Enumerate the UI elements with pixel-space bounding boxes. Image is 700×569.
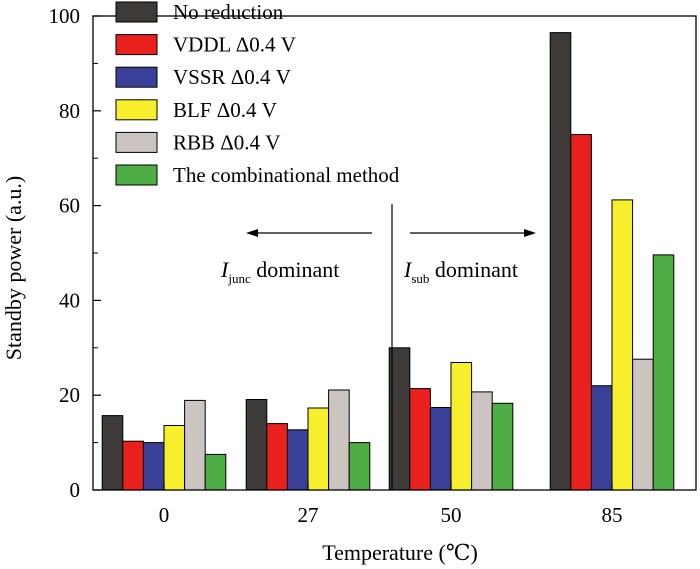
bar-0-series-5 <box>184 399 206 491</box>
axes-layer: 0 20 40 60 80 100 0 27 50 85 <box>49 4 697 527</box>
bar-0-series-3 <box>142 442 165 491</box>
bar-50-series-6 <box>491 402 514 491</box>
legend-swatch <box>115 66 158 88</box>
y-tick-label: 0 <box>70 478 81 502</box>
bar-0-series-2 <box>122 440 144 491</box>
annotation-left-symbol: I <box>220 257 230 282</box>
legend-swatch <box>115 164 158 186</box>
annotation-left-subscript: junc <box>227 271 251 286</box>
legend-label: VDDL Δ0.4 V <box>173 33 296 57</box>
bar-27-series-1 <box>245 399 268 491</box>
x-tick-label: 50 <box>441 503 462 527</box>
x-tick-label: 85 <box>602 503 623 527</box>
bar-85-series-4 <box>611 199 634 491</box>
bar-0-series-4 <box>163 425 186 491</box>
annotation-right-symbol: I <box>403 257 413 282</box>
bar-27-series-3 <box>286 429 309 491</box>
legend-label: No reduction <box>173 0 284 24</box>
bar-85-series-5 <box>632 358 654 491</box>
annotation-right-subscript: sub <box>411 271 429 286</box>
bar-0-series-6 <box>204 453 227 491</box>
bar-50-series-4 <box>450 362 473 491</box>
left-arrowhead <box>246 229 258 237</box>
legend: No reduction VDDL Δ0.4 V VSSR Δ0.4 V BLF Δ0… <box>115 0 400 187</box>
x-tick-label: 27 <box>298 503 319 527</box>
legend-swatch <box>115 99 158 121</box>
y-tick-label: 100 <box>49 4 81 28</box>
bar-85-series-3 <box>590 385 613 491</box>
bar-27-series-4 <box>307 407 330 491</box>
bar-50-series-3 <box>429 407 452 491</box>
x-axis-title: Temperature (℃) <box>322 540 478 565</box>
y-tick-label: 80 <box>59 99 80 123</box>
right-arrowhead <box>524 229 536 237</box>
bar-27-series-6 <box>348 442 371 491</box>
legend-swatch <box>115 1 158 23</box>
bar-50-series-2 <box>409 388 431 491</box>
legend-label: VSSR Δ0.4 V <box>173 65 291 89</box>
legend-swatch <box>115 131 158 153</box>
annotation-right: Isub dominant <box>403 257 518 286</box>
x-tick-label: 0 <box>159 503 170 527</box>
y-axis-title: Standby power (a.u.) <box>1 176 26 361</box>
bar-85-series-2 <box>570 134 592 491</box>
bar-50-series-5 <box>471 391 493 491</box>
annotations: Ijunc dominant Isub dominant <box>220 204 536 490</box>
bar-85-series-6 <box>652 254 675 491</box>
bar-85-series-1 <box>549 32 572 491</box>
bar-27-series-2 <box>266 423 288 491</box>
annotation-left-text: dominant <box>251 257 340 282</box>
y-tick-label: 40 <box>59 288 80 312</box>
bars-layer <box>101 32 675 491</box>
legend-label: BLF Δ0.4 V <box>173 98 277 122</box>
bar-0-series-1 <box>101 415 124 491</box>
bar-27-series-5 <box>328 389 350 491</box>
annotation-left: Ijunc dominant <box>220 257 339 286</box>
legend-label: RBB Δ0.4 V <box>173 130 280 154</box>
legend-swatch <box>115 34 158 56</box>
y-tick-label: 60 <box>59 194 80 218</box>
annotation-right-text: dominant <box>429 257 518 282</box>
legend-label: The combinational method <box>173 163 400 187</box>
y-tick-label: 20 <box>59 383 80 407</box>
